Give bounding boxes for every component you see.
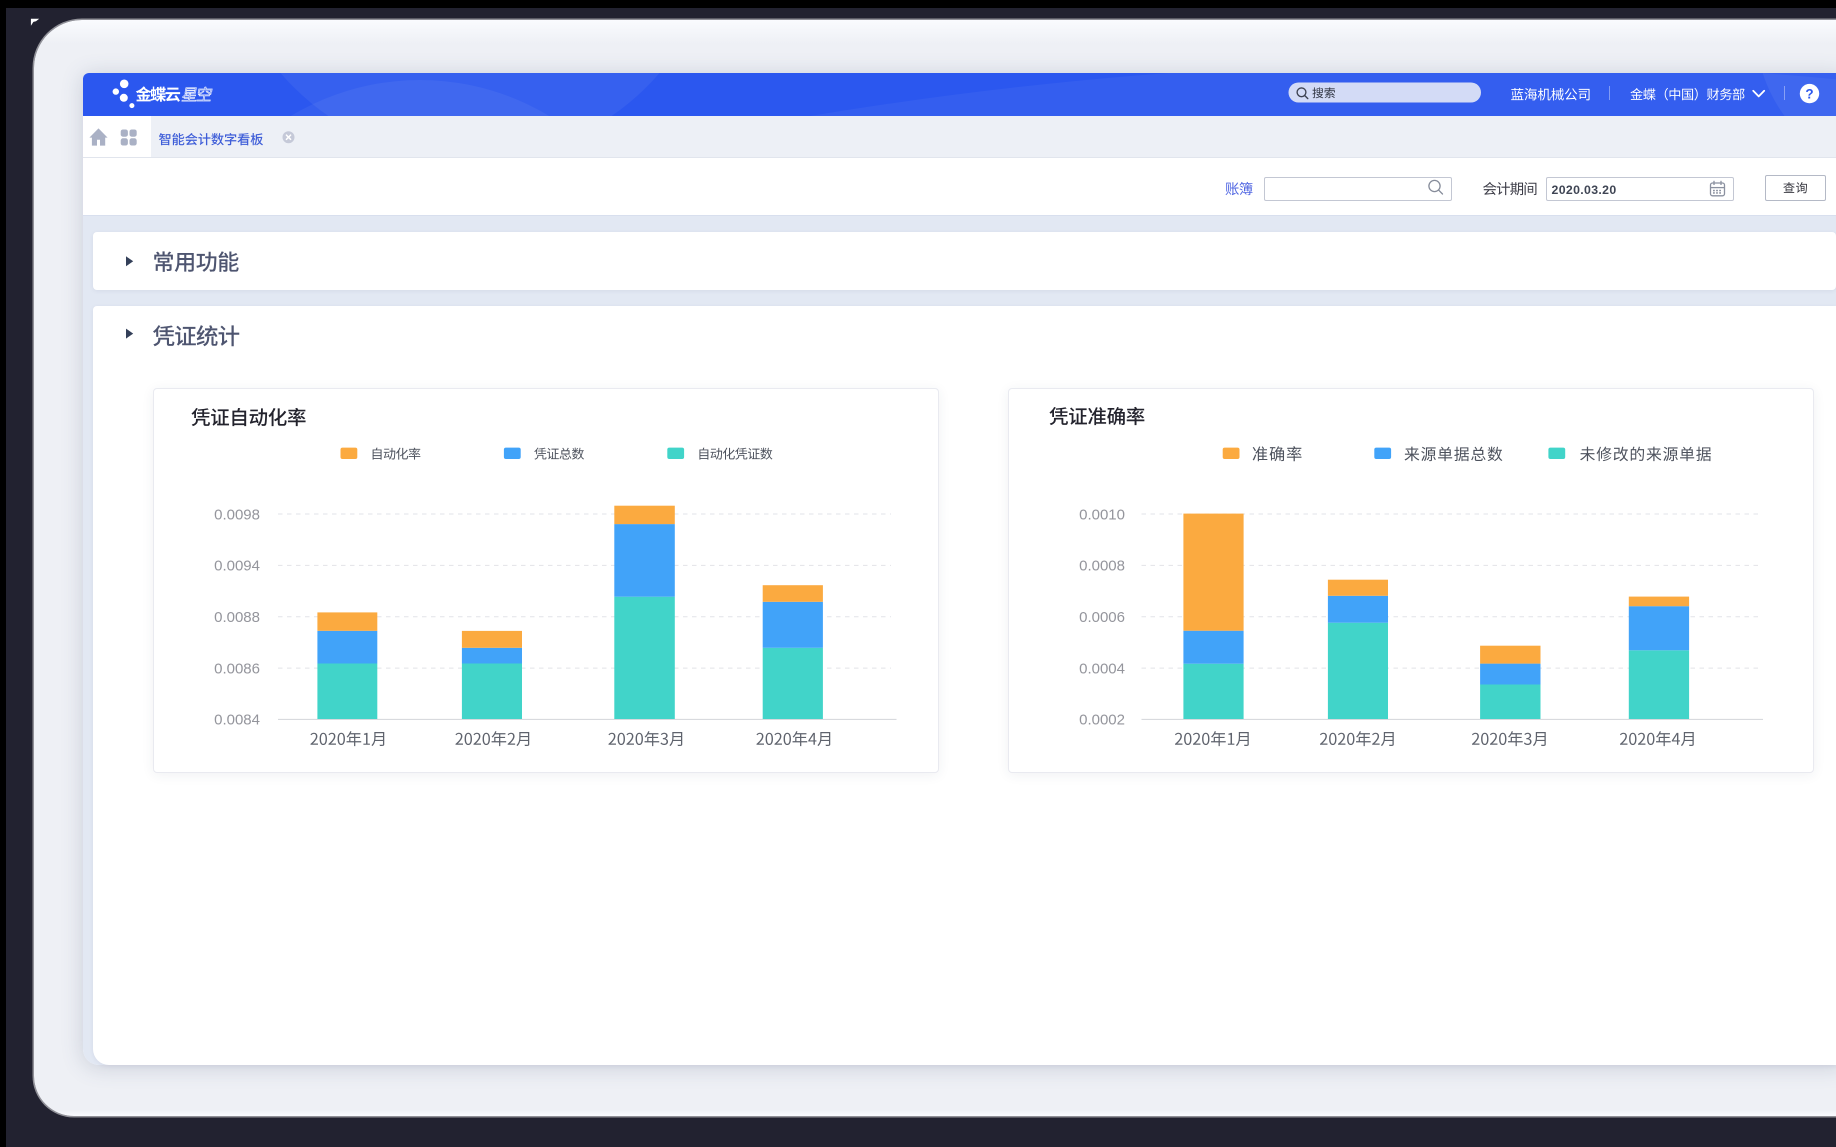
svg-text:?: ? — [1805, 86, 1813, 101]
svg-text:0.0002: 0.0002 — [1079, 712, 1125, 729]
svg-text:0.0004: 0.0004 — [1079, 660, 1125, 677]
svg-text:0.0086: 0.0086 — [214, 660, 260, 677]
svg-text:0.0094: 0.0094 — [214, 558, 260, 575]
svg-text:2020.03.20: 2020.03.20 — [1552, 183, 1617, 197]
svg-text:0.0010: 0.0010 — [1079, 506, 1125, 523]
svg-text:0.0006: 0.0006 — [1079, 609, 1125, 626]
svg-text:0.0098: 0.0098 — [214, 506, 260, 523]
svg-text:0.0088: 0.0088 — [214, 609, 260, 626]
svg-text:0.0084: 0.0084 — [214, 712, 260, 729]
svg-text:0.0008: 0.0008 — [1079, 558, 1125, 575]
